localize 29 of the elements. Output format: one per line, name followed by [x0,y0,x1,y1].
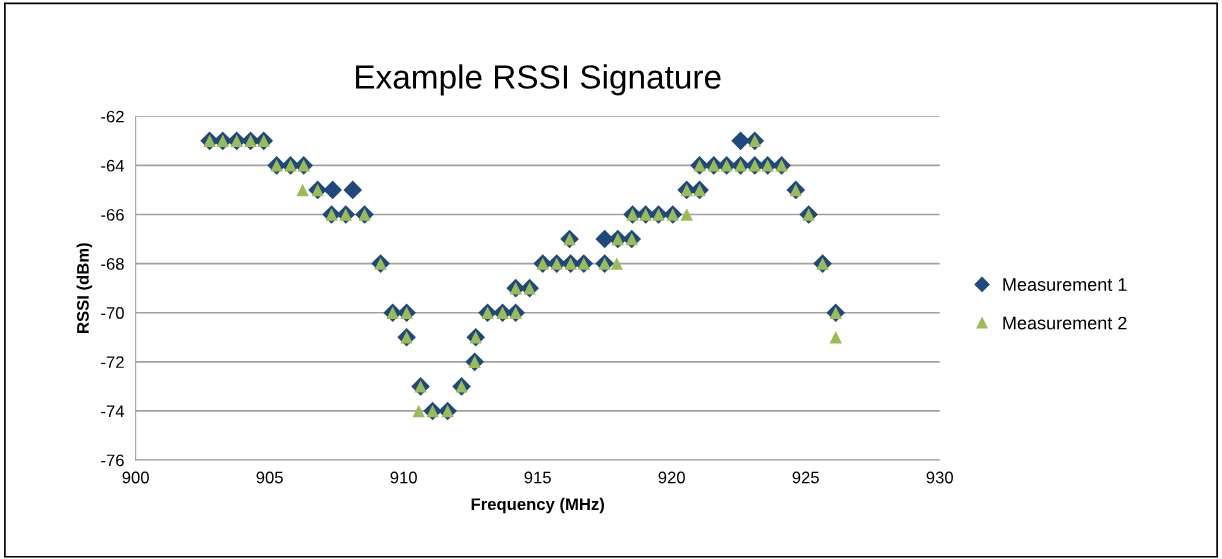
y-tick-label: -74 [101,405,125,417]
chart-title: Example RSSI Signature [356,64,721,96]
y-tick-label: -64 [101,159,125,172]
point [296,183,309,197]
y-tick-label: -66 [101,208,124,221]
x-tick-label: 925 [792,471,819,484]
point [731,131,750,151]
point [412,404,425,418]
x-tick-label: 905 [256,471,283,484]
x-tick-label: 915 [524,471,551,484]
legend-label: Measurement 2 [1003,316,1127,330]
x-tick-label: 900 [122,471,149,484]
point [595,229,614,249]
y-tick-label: -72 [101,356,124,368]
y-tick-label: -70 [101,307,124,319]
point [610,257,623,270]
legend-label: Measurement 1 [1003,278,1127,291]
x-tick-label: 910 [390,471,417,484]
y-tick-label: -62 [101,110,124,123]
point [343,180,363,200]
y-tick-label: -68 [101,258,124,270]
point [829,331,842,344]
y-tick-label: -76 [101,454,124,467]
point [323,180,342,200]
x-tick-label: 920 [658,471,685,484]
x-axis-title: Frequency (MHz) [471,497,604,514]
point [680,208,693,221]
x-tick-label: 930 [926,471,953,484]
y-axis-title: RSSI (dBm) [76,243,93,333]
